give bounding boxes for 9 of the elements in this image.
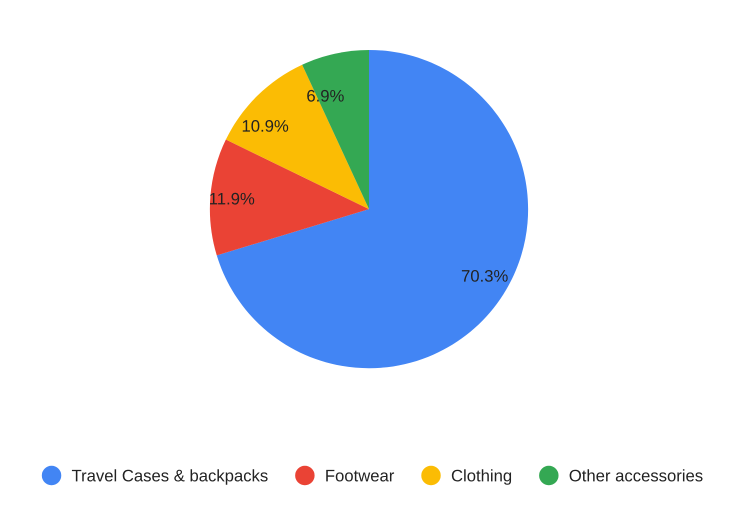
legend-label: Clothing: [452, 469, 512, 485]
pie-slice: [210, 140, 369, 256]
pie-slice: [302, 50, 369, 210]
legend-label: Other accessories: [570, 469, 703, 482]
data-label: 10.9%: [242, 120, 288, 132]
legend-label: Travel Cases & backpacks: [72, 469, 268, 485]
data-label: 70.3%: [462, 270, 508, 282]
data-label: 11.9%: [210, 192, 254, 205]
legend-label: Footwear: [326, 470, 394, 482]
